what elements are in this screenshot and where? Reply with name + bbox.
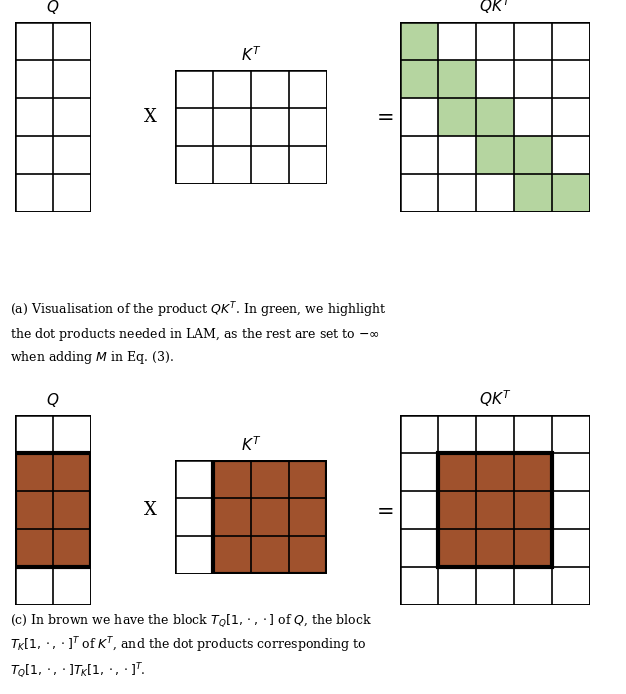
Text: $Q$: $Q$: [46, 391, 59, 409]
Text: (c) In brown we have the block $T_Q[1,\cdot,\cdot]$ of $Q$, the block
$T_K[1,\cd: (c) In brown we have the block $T_Q[1,\c…: [10, 612, 372, 682]
Text: $QK^T$: $QK^T$: [479, 0, 511, 16]
Bar: [476, 136, 514, 174]
Bar: [15, 453, 91, 567]
Bar: [514, 136, 552, 174]
Bar: [438, 60, 476, 98]
Bar: [438, 491, 476, 529]
Bar: [289, 460, 327, 498]
Bar: [53, 453, 91, 491]
Bar: [514, 529, 552, 567]
Bar: [251, 460, 289, 498]
Text: $Q$: $Q$: [46, 0, 59, 16]
Bar: [213, 536, 251, 574]
Bar: [289, 498, 327, 536]
Bar: [514, 491, 552, 529]
Bar: [476, 491, 514, 529]
Text: $K^T$: $K^T$: [241, 45, 261, 64]
Bar: [213, 460, 251, 498]
Bar: [213, 460, 327, 574]
Text: $K^T$: $K^T$: [241, 435, 261, 454]
Bar: [15, 529, 53, 567]
Bar: [438, 453, 476, 491]
Text: $QK^T$: $QK^T$: [479, 389, 511, 409]
Bar: [15, 491, 53, 529]
Bar: [476, 453, 514, 491]
Bar: [213, 498, 251, 536]
Bar: [514, 453, 552, 491]
Bar: [400, 22, 438, 60]
Bar: [251, 498, 289, 536]
Bar: [476, 98, 514, 136]
Bar: [514, 174, 552, 212]
Text: $=$: $=$: [372, 500, 394, 520]
Bar: [289, 536, 327, 574]
Bar: [15, 453, 53, 491]
Text: $=$: $=$: [372, 108, 394, 126]
Bar: [53, 529, 91, 567]
Bar: [552, 174, 590, 212]
Bar: [53, 491, 91, 529]
Bar: [400, 60, 438, 98]
Bar: [438, 98, 476, 136]
Text: X: X: [143, 501, 156, 519]
Bar: [476, 529, 514, 567]
Text: X: X: [143, 108, 156, 126]
Bar: [251, 536, 289, 574]
Bar: [438, 453, 552, 567]
Text: (a) Visualisation of the product $QK^T$. In green, we highlight
the dot products: (a) Visualisation of the product $QK^T$.…: [10, 300, 386, 366]
Bar: [438, 529, 476, 567]
